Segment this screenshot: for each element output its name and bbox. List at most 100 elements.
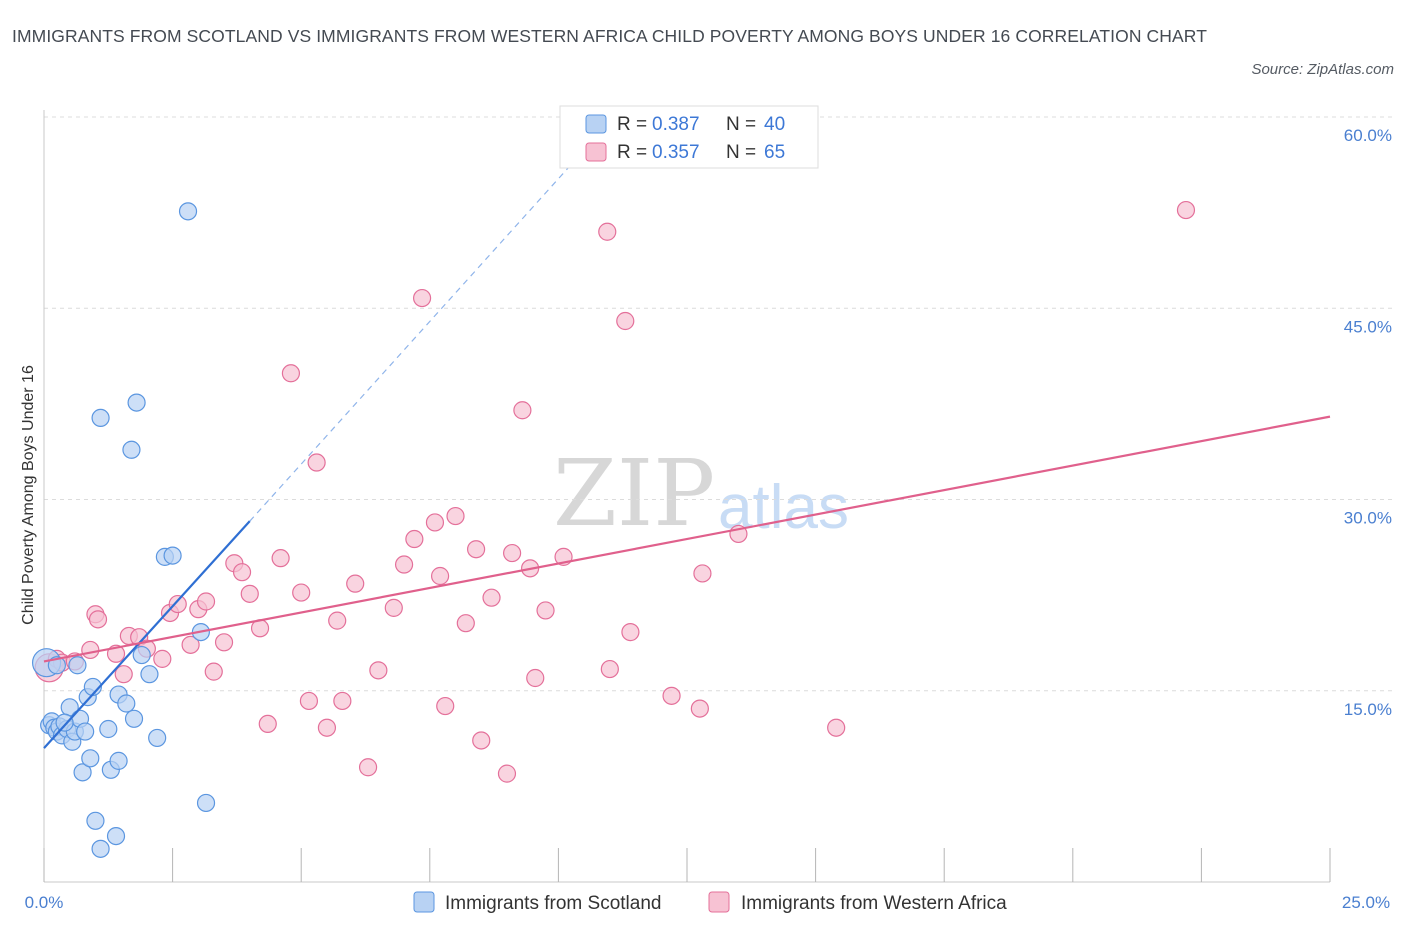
stats-legend-r-label-western-africa: R = bbox=[617, 142, 647, 163]
stats-legend-swatch-scotland bbox=[585, 114, 607, 134]
scotland-point bbox=[91, 839, 110, 858]
western-africa-point bbox=[466, 540, 486, 559]
trend-lines bbox=[43, 161, 1331, 749]
scotland-point bbox=[163, 546, 182, 565]
western-africa-point bbox=[299, 691, 319, 711]
watermark-zip: ZIP bbox=[553, 440, 715, 547]
stats-legend-n-label-western-africa: N = bbox=[726, 142, 756, 163]
scotland-point bbox=[132, 645, 151, 665]
scotland-point bbox=[91, 408, 110, 427]
western-africa-point bbox=[196, 592, 216, 611]
western-africa-point bbox=[1176, 200, 1196, 220]
western-africa-point bbox=[497, 764, 517, 783]
western-africa-point bbox=[204, 662, 223, 681]
western-africa-point bbox=[472, 731, 491, 750]
western-africa-point bbox=[436, 696, 455, 716]
series-western-africa bbox=[34, 200, 1196, 783]
western-africa-point bbox=[258, 714, 277, 734]
series-scotland bbox=[31, 202, 216, 858]
western-africa-point bbox=[513, 401, 532, 420]
western-africa-point bbox=[88, 610, 108, 629]
western-africa-point bbox=[425, 513, 445, 532]
western-africa-point bbox=[369, 661, 388, 680]
x-ticks bbox=[43, 848, 1331, 882]
western-africa-point bbox=[662, 686, 681, 705]
watermark: ZIP atlas bbox=[553, 440, 849, 547]
western-africa-point bbox=[333, 691, 352, 711]
stats-legend-n-label-scotland: N = bbox=[726, 114, 756, 135]
stats-legend-n-value-scotland: 40 bbox=[764, 114, 785, 135]
series-legend-label-scotland: Immigrants from Scotland bbox=[445, 893, 661, 914]
stats-legend-r-label-scotland: R = bbox=[617, 114, 647, 135]
scotland-point bbox=[76, 722, 95, 741]
y-tick-label: 60.0% bbox=[1344, 126, 1392, 145]
stats-legend: R = 0.387 N = 40 R = 0.357 N = 65 bbox=[559, 105, 819, 169]
x-tick-label-min: 0.0% bbox=[25, 893, 64, 912]
series-legend-label-western-africa: Immigrants from Western Africa bbox=[741, 893, 1007, 914]
western-africa-point bbox=[214, 633, 234, 652]
western-africa-point bbox=[600, 659, 619, 679]
western-africa-point bbox=[827, 718, 846, 737]
scotland-point bbox=[127, 393, 146, 412]
scotland-point bbox=[55, 713, 74, 732]
western-africa-point bbox=[384, 598, 403, 617]
scotland-point bbox=[73, 763, 92, 782]
trend-line-scotland bbox=[43, 520, 251, 749]
western-africa-point bbox=[346, 574, 365, 593]
scotland-point bbox=[117, 694, 136, 713]
scotland-point bbox=[178, 202, 198, 221]
western-africa-point bbox=[456, 614, 475, 633]
western-africa-point bbox=[81, 640, 100, 660]
scotland-point bbox=[68, 656, 87, 675]
western-africa-point bbox=[536, 601, 555, 620]
y-tick-labels: 15.0% 30.0% 45.0% 60.0% bbox=[1344, 126, 1392, 719]
western-africa-point bbox=[526, 668, 545, 688]
western-africa-point bbox=[307, 453, 326, 472]
chart-title: IMMIGRANTS FROM SCOTLAND VS IMMIGRANTS F… bbox=[12, 26, 1207, 46]
source-label: Source: ZipAtlas.com bbox=[1251, 61, 1394, 78]
stats-legend-n-value-western-africa: 65 bbox=[764, 142, 785, 163]
series-legend-swatch-scotland bbox=[413, 891, 435, 913]
western-africa-point bbox=[328, 611, 347, 630]
scotland-point bbox=[148, 728, 167, 748]
western-africa-point bbox=[168, 594, 187, 614]
y-tick-label: 15.0% bbox=[1344, 700, 1392, 719]
scotland-point bbox=[106, 826, 126, 846]
scotland-point bbox=[86, 811, 105, 830]
stats-legend-r-value-scotland: 0.387 bbox=[652, 114, 700, 135]
stats-legend-swatch-western-africa bbox=[585, 142, 607, 162]
western-africa-point bbox=[181, 635, 200, 654]
western-africa-point bbox=[153, 649, 172, 668]
stats-legend-r-value-western-africa: 0.357 bbox=[652, 142, 700, 163]
western-africa-point bbox=[693, 564, 712, 583]
western-africa-point bbox=[430, 566, 450, 586]
western-africa-point bbox=[616, 311, 635, 331]
western-africa-point bbox=[482, 588, 501, 607]
y-tick-label: 45.0% bbox=[1344, 317, 1392, 336]
scotland-point bbox=[122, 440, 141, 459]
western-africa-point bbox=[503, 543, 522, 563]
trend-line-scotland-extension bbox=[249, 161, 575, 522]
scotland-point bbox=[196, 793, 216, 813]
western-africa-point bbox=[446, 506, 465, 526]
western-africa-point bbox=[232, 563, 252, 582]
western-africa-point bbox=[412, 288, 432, 308]
y-tick-label: 30.0% bbox=[1344, 509, 1392, 528]
western-africa-point bbox=[358, 758, 378, 777]
western-africa-point bbox=[394, 555, 414, 574]
western-africa-point bbox=[114, 665, 133, 684]
western-africa-point bbox=[271, 549, 290, 568]
western-africa-point bbox=[240, 584, 259, 603]
western-africa-point bbox=[281, 364, 301, 383]
scotland-point bbox=[99, 719, 118, 739]
series-legend-swatch-western-africa bbox=[708, 891, 730, 913]
scotland-point bbox=[81, 749, 100, 768]
western-africa-point bbox=[621, 622, 640, 642]
western-africa-point bbox=[405, 529, 424, 549]
western-africa-point bbox=[317, 718, 337, 737]
y-axis-label: Child Poverty Among Boys Under 16 bbox=[20, 365, 37, 625]
scotland-point bbox=[140, 665, 159, 684]
western-africa-point bbox=[690, 699, 709, 718]
series-legend: Immigrants from Scotland Immigrants from… bbox=[413, 891, 1007, 914]
x-tick-label-max: 25.0% bbox=[1342, 893, 1390, 912]
